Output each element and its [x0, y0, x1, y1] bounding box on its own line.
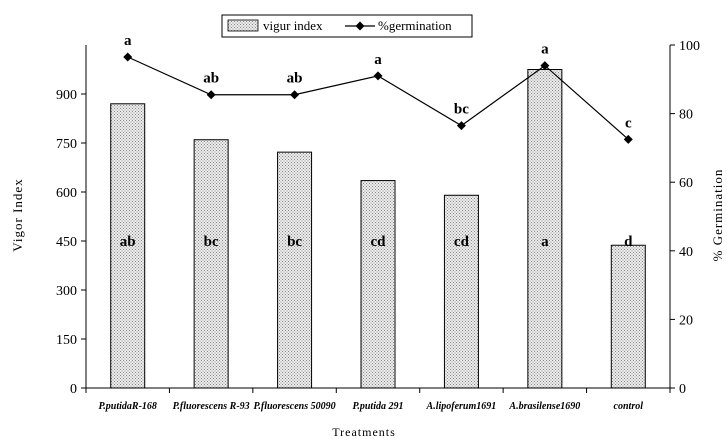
y-tick-label: 750 — [56, 137, 77, 152]
line-letter-label: ab — [287, 71, 303, 87]
bar — [610, 244, 646, 389]
bar-letter-label: a — [541, 234, 549, 250]
y-tick-label: 0 — [70, 382, 77, 397]
line-point — [623, 134, 633, 144]
legend-bar-label: vigur index — [263, 18, 323, 33]
line-point — [373, 71, 383, 81]
bar — [277, 151, 313, 389]
y-tick-label: 150 — [56, 333, 77, 348]
bar-letter-label: ab — [120, 234, 136, 250]
y-tick-label: 900 — [56, 88, 77, 103]
bar-series: ab bc bc cd cd a d — [110, 69, 646, 389]
line-letter-label: ab — [203, 71, 219, 87]
y2-tick-label: 40 — [679, 245, 693, 260]
y-tick-label: 450 — [56, 235, 77, 250]
x-tick-label: control — [614, 401, 644, 412]
line-series: a ab ab a bc a c — [123, 33, 633, 144]
x-tick-label: A.brasilense1690 — [508, 401, 580, 412]
bar-letter-label: bc — [287, 234, 302, 250]
bar-letter-label: bc — [204, 234, 219, 250]
y2-tick-label: 0 — [679, 382, 686, 397]
axes: 0 150 300 450 600 750 900 0 20 40 60 80 100 P.putidaR… — [56, 39, 700, 412]
y2-tick-label: 100 — [679, 39, 700, 54]
x-axis-title: Treatments — [332, 425, 396, 439]
bar-letter-label: d — [624, 234, 633, 250]
line-point — [456, 121, 466, 131]
legend-line-label: %germination — [378, 18, 452, 33]
line-letter-label: a — [124, 33, 132, 49]
bar-letter-label: cd — [454, 234, 470, 250]
legend-bar-swatch — [227, 19, 259, 32]
line-letter-label: a — [541, 42, 549, 58]
y2-tick-label: 60 — [679, 176, 693, 191]
bar — [443, 194, 479, 389]
line-letter-label: c — [625, 115, 632, 131]
line-point — [206, 90, 216, 100]
x-tick-label: P.putida 291 — [353, 401, 404, 412]
x-tick-label: A.lipoferum1691 — [426, 401, 497, 412]
y-axis-title: Vigor Index — [10, 178, 25, 251]
y2-axis-title: % Germination — [710, 169, 725, 262]
bar — [527, 69, 563, 389]
line-point — [290, 90, 300, 100]
legend: vigur index %germination — [221, 14, 473, 38]
x-tick-label: P.fluorescens 50090 — [254, 401, 336, 412]
y2-tick-label: 20 — [679, 313, 693, 328]
line-letter-label: bc — [454, 102, 469, 118]
legend-line-marker — [355, 21, 365, 31]
bar — [110, 103, 146, 389]
line-point — [540, 61, 550, 71]
y-tick-label: 600 — [56, 186, 77, 201]
x-tick-label: P.putidaR-168 — [98, 401, 156, 412]
line-letter-label: a — [374, 52, 382, 68]
bar-letter-label: cd — [371, 234, 387, 250]
x-tick-label: P.fluorescens R-93 — [173, 401, 250, 412]
y2-tick-label: 80 — [679, 108, 693, 123]
y-tick-label: 300 — [56, 284, 77, 299]
bar — [193, 139, 229, 389]
line-point — [123, 52, 133, 62]
bar — [360, 180, 396, 389]
